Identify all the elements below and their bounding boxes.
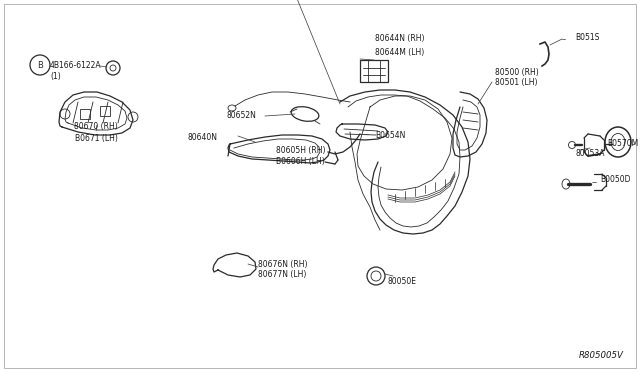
Text: 80605H (RH): 80605H (RH) — [276, 147, 326, 155]
Text: B: B — [37, 61, 43, 70]
Text: B0654N: B0654N — [375, 131, 405, 140]
Bar — [100, 106, 110, 116]
Ellipse shape — [562, 179, 570, 189]
Text: 80676N (RH): 80676N (RH) — [258, 260, 307, 269]
Text: 80670 (RH): 80670 (RH) — [74, 122, 118, 131]
Bar — [80, 109, 90, 119]
Text: B0606H (LH): B0606H (LH) — [276, 157, 324, 167]
Text: 80640N: 80640N — [188, 132, 218, 141]
Text: B0671 (LH): B0671 (LH) — [75, 135, 117, 144]
Text: B0570M: B0570M — [607, 140, 638, 148]
Text: B0050D: B0050D — [600, 174, 630, 183]
Circle shape — [128, 112, 138, 122]
Text: B051S: B051S — [575, 33, 600, 42]
Circle shape — [60, 109, 70, 119]
Text: 80644N (RH): 80644N (RH) — [375, 35, 425, 44]
Circle shape — [106, 61, 120, 75]
Ellipse shape — [568, 141, 575, 148]
Text: (1): (1) — [50, 71, 61, 80]
Circle shape — [367, 267, 385, 285]
Text: 80644M (LH): 80644M (LH) — [376, 48, 424, 57]
Text: 80677N (LH): 80677N (LH) — [258, 270, 307, 279]
Bar — [360, 60, 388, 82]
Text: 80050E: 80050E — [388, 278, 417, 286]
Text: R805005V: R805005V — [579, 351, 624, 360]
Text: 80053A: 80053A — [575, 150, 605, 158]
Text: 4B166-6122A: 4B166-6122A — [50, 61, 102, 70]
Text: 80501 (LH): 80501 (LH) — [495, 78, 538, 87]
Text: 80652N: 80652N — [226, 110, 256, 119]
Text: 80500 (RH): 80500 (RH) — [495, 67, 539, 77]
